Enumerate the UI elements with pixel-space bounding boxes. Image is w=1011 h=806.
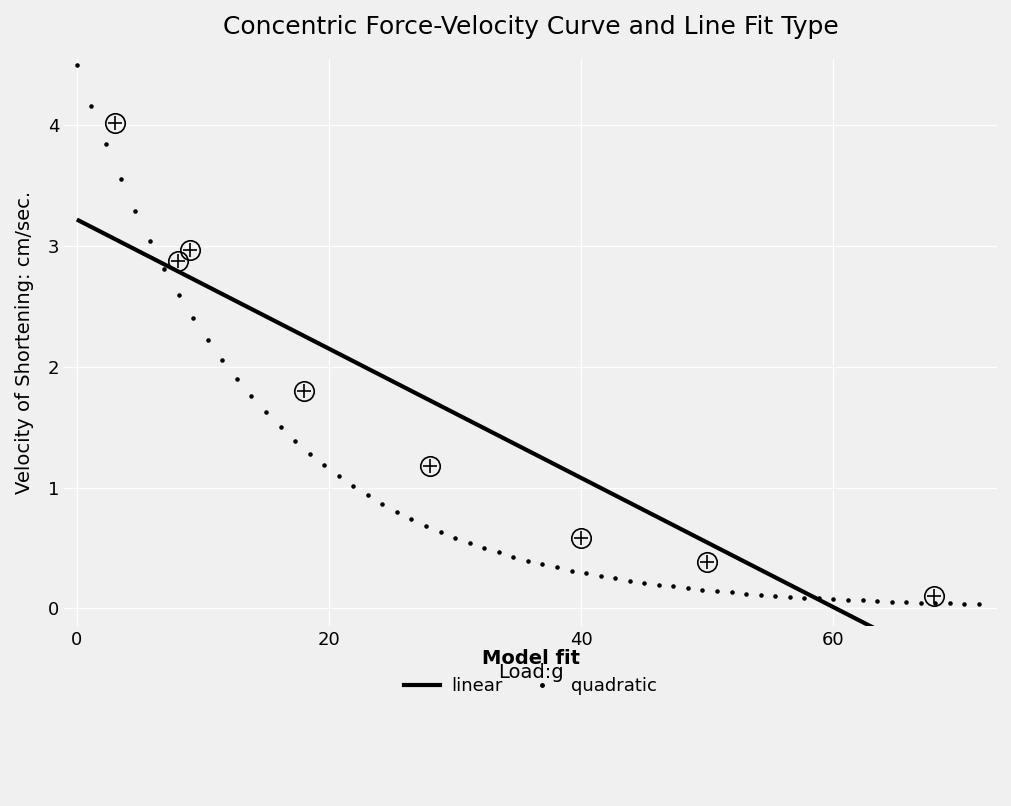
Legend: linear, quadratic: linear, quadratic xyxy=(396,642,663,702)
Y-axis label: Velocity of Shortening: cm/sec.: Velocity of Shortening: cm/sec. xyxy=(15,191,34,494)
X-axis label: Load:g: Load:g xyxy=(497,663,563,682)
Title: Concentric Force-Velocity Curve and Line Fit Type: Concentric Force-Velocity Curve and Line… xyxy=(222,15,838,39)
